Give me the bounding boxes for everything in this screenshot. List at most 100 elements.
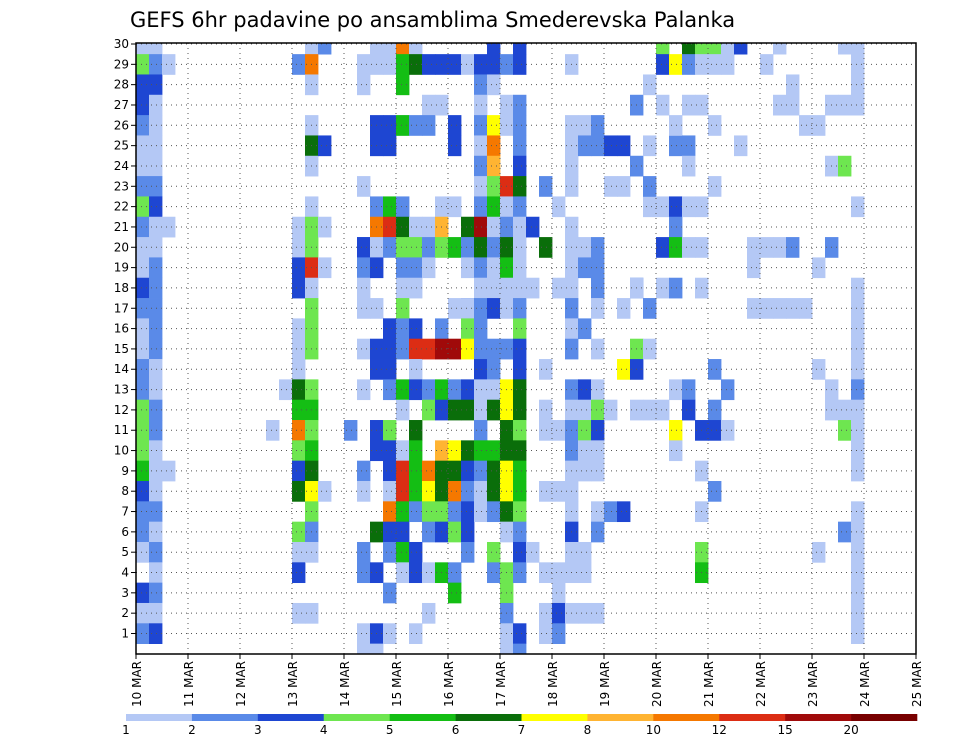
heatmap-cell	[357, 257, 371, 279]
heatmap-cell	[474, 460, 488, 482]
heatmap-cell	[422, 399, 436, 421]
heatmap-cell	[669, 277, 683, 299]
heatmap-cell	[487, 196, 501, 218]
heatmap-cell	[851, 74, 865, 96]
heatmap-cell	[422, 94, 436, 116]
heatmap-cell	[591, 420, 605, 441]
heatmap-cell	[149, 298, 163, 319]
heatmap-cell	[149, 54, 163, 75]
heatmap-cell	[149, 521, 163, 543]
heatmap-cell	[578, 115, 592, 136]
heatmap-cell	[851, 298, 865, 319]
heatmap-cell	[721, 420, 735, 441]
heatmap-cell	[487, 298, 501, 319]
heatmap-cell	[266, 420, 280, 441]
heatmap-cell	[851, 318, 865, 340]
heatmap-cell	[734, 43, 748, 55]
heatmap-cell	[448, 399, 462, 421]
heatmap-cell	[786, 94, 800, 116]
heatmap-cell	[812, 115, 826, 136]
heatmap-cell	[604, 501, 618, 523]
colorbar-label: 10	[646, 723, 661, 737]
heatmap-cell	[578, 602, 592, 624]
heatmap-cell	[526, 277, 540, 299]
heatmap-cell	[149, 277, 163, 299]
heatmap-cell	[513, 359, 527, 380]
heatmap-cell	[474, 74, 488, 96]
heatmap-cell	[591, 521, 605, 543]
y-tick-label: 10	[114, 444, 129, 458]
heatmap-cell	[474, 359, 488, 380]
heatmap-cell	[383, 379, 397, 401]
heatmap-cell	[136, 501, 150, 523]
heatmap-cell	[578, 257, 592, 279]
heatmap-cell	[669, 216, 683, 238]
heatmap-cell	[474, 338, 488, 360]
y-tick-label: 8	[121, 484, 129, 498]
heatmap-cell	[643, 176, 657, 197]
heatmap-cell	[682, 155, 696, 177]
heatmap-cell	[708, 420, 722, 441]
heatmap-cell	[422, 460, 436, 482]
heatmap-cell	[409, 623, 423, 644]
heatmap-cell	[149, 582, 163, 604]
heatmap-cell	[162, 54, 176, 75]
colorbar-label: 8	[584, 723, 592, 737]
heatmap-cell	[409, 43, 423, 55]
heatmap-cell	[461, 338, 475, 360]
heatmap-cell	[708, 115, 722, 136]
heatmap-cell	[383, 541, 397, 563]
heatmap-cell	[383, 43, 397, 55]
heatmap-cell	[448, 562, 462, 584]
heatmap-cell	[422, 257, 436, 279]
y-tick-label: 6	[121, 525, 129, 539]
heatmap-cell	[149, 176, 163, 197]
colorbar-segment	[389, 714, 456, 721]
heatmap-cell	[474, 379, 488, 401]
heatmap-cell	[682, 135, 696, 157]
heatmap-cell	[136, 460, 150, 482]
heatmap-cell	[292, 54, 306, 75]
heatmap-cell	[851, 602, 865, 624]
heatmap-cell	[448, 521, 462, 543]
heatmap-cell	[539, 481, 553, 502]
heatmap-cell	[643, 135, 657, 157]
colorbar-label: 1	[122, 723, 130, 737]
heatmap-cell	[461, 460, 475, 482]
colorbar-label: 6	[452, 723, 460, 737]
heatmap-cell	[136, 541, 150, 563]
heatmap-cell	[591, 501, 605, 523]
heatmap-cell	[591, 257, 605, 279]
heatmap-cell	[591, 135, 605, 157]
heatmap-cell	[409, 277, 423, 299]
heatmap-cell	[149, 74, 163, 96]
heatmap-cell	[513, 135, 527, 157]
heatmap-cell	[318, 216, 332, 238]
heatmap-cell	[474, 135, 488, 157]
heatmap-cell	[708, 54, 722, 75]
heatmap-cell	[513, 379, 527, 401]
heatmap-cell	[487, 460, 501, 482]
heatmap-cell	[136, 155, 150, 177]
heatmap-cell	[461, 216, 475, 238]
heatmap-cell	[292, 359, 306, 380]
heatmap-cell	[578, 399, 592, 421]
heatmap-cell	[409, 420, 423, 441]
y-tick-label: 22	[114, 200, 129, 214]
heatmap-cell	[474, 176, 488, 197]
heatmap-cell	[851, 338, 865, 360]
heatmap-cell	[136, 521, 150, 543]
heatmap-cell	[578, 135, 592, 157]
heatmap-cell	[396, 338, 410, 360]
heatmap-cell	[578, 440, 592, 462]
heatmap-cell	[721, 54, 735, 75]
colorbar-label: 12	[712, 723, 727, 737]
heatmap-cell	[487, 562, 501, 584]
heatmap-cell	[552, 562, 566, 584]
heatmap-cell	[396, 379, 410, 401]
heatmap-cell	[149, 460, 163, 482]
heatmap-cell	[422, 237, 436, 258]
heatmap-cell	[656, 196, 670, 218]
heatmap-cell	[851, 440, 865, 462]
x-tick-label: 13 MAR	[286, 661, 300, 707]
